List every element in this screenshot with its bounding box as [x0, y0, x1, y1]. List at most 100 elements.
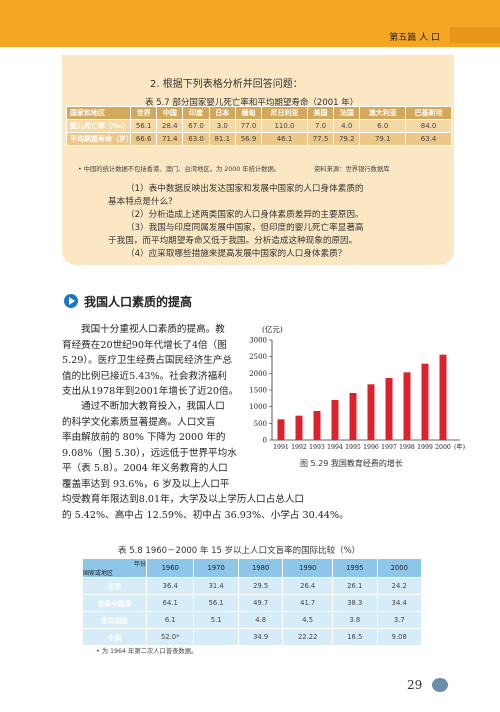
t1-cell: 4.0	[333, 119, 361, 133]
t1-cell: 63.0	[182, 132, 210, 146]
x-axis-label: (年)	[454, 443, 465, 451]
t1-cell: 81.1	[208, 132, 236, 146]
t1-cell: 3.0	[208, 119, 236, 133]
t2-cell	[193, 628, 239, 646]
t1-cell: 56.9	[234, 132, 263, 146]
t2-year-header: 1990	[282, 558, 334, 578]
table-5-8: 年份 国家或地区 1960 1970 1980 1990 1995 2000 世界 36.4 31.…	[82, 558, 422, 646]
p2-line-2: 率由解放前的 80% 下降为 2000 年的	[62, 432, 226, 443]
t1-header-cell: 印度	[182, 106, 210, 120]
t1-header-cell: 澳大利亚	[359, 106, 407, 120]
chapter-tab	[450, 27, 500, 43]
globe-icon	[432, 678, 448, 692]
question-2: （2）分析造成上述两类国家的人口身体素质差异的主要原因。	[126, 210, 364, 220]
t2-cell: 64.1	[145, 594, 195, 612]
t2-cell: 4.8	[237, 611, 284, 629]
t2-cell: 38.3	[332, 594, 378, 612]
t1-cell: 28.4	[156, 119, 184, 133]
table-5-7: 国家和地区 世界 中国 印度 日本 缅甸 尼日利亚 美国 法国 澳大利亚 巴基斯坦 婴儿死亡率（‰）…	[66, 106, 452, 146]
t1-cell: 77.5	[306, 132, 335, 146]
x-tick-label: 1995	[345, 444, 361, 451]
question-3b: 于我国，而平均期望寿命又低于我国。分析造成这种现象的原因。	[108, 236, 358, 246]
t2-cell: 16.5	[332, 628, 378, 646]
x-tick-label: 1994	[327, 444, 343, 451]
t1-cell: 46.1	[261, 132, 308, 146]
paragraph-3: 均受教育年限达到8.01年，大学及以上学历人口占总人口 的 5.42%、高中占 …	[62, 492, 452, 523]
question-3a: （3）我国与印度同属发展中国家，但印度的婴儿死亡率显著高	[126, 223, 364, 233]
t1-header-cell: 日本	[208, 106, 236, 120]
table-5-8-note: • 为 1964 年第二次人口普查数据。	[96, 648, 198, 655]
t1-cell: 77.0	[234, 119, 263, 133]
page-number: 29	[407, 678, 423, 692]
t1-row-label: 婴儿死亡率（‰）	[66, 119, 131, 133]
header-bar: 第五篇 人 口	[0, 0, 500, 47]
t2-row-label: 发展中国家	[82, 594, 147, 612]
y-tick-label: 2000	[249, 370, 267, 378]
t1-header-cell: 尼日利亚	[261, 106, 308, 120]
activity-question: 2. 根据下列表格分析并回答问题：	[150, 79, 303, 90]
t1-cell: 79.2	[333, 132, 361, 146]
p2-line-1: 的科学文化素质显著提高。人口文盲	[62, 416, 216, 428]
t2-cell: 41.7	[282, 594, 334, 612]
x-tick-label: 1993	[309, 444, 325, 451]
bar	[421, 363, 429, 440]
p2-line-4: 平（表 5.8）。2004 年义务教育的人口	[62, 463, 228, 474]
bar	[277, 419, 285, 440]
t2-corner-bottom: 国家或地区	[83, 570, 114, 577]
y-tick-label: 0	[263, 437, 267, 445]
t2-row-label: 中国	[82, 628, 147, 646]
t1-cell: 66.6	[129, 132, 158, 146]
t2-cell: 26.1	[332, 577, 378, 595]
t1-cell: 67.0	[182, 119, 210, 133]
x-tick-label: 1992	[291, 444, 307, 451]
x-tick-label: 1996	[363, 444, 379, 451]
bar	[313, 411, 321, 440]
t2-year-header: 1980	[237, 558, 284, 578]
p3-line-0: 均受教育年限达到8.01年，大学及以上学历人口占总人口	[62, 494, 305, 505]
y-tick-label: 500	[254, 420, 267, 428]
t2-cell: 3.7	[376, 611, 422, 629]
t1-cell: 63.4	[405, 132, 452, 146]
x-tick-label: 2000	[435, 444, 451, 451]
t2-year-header: 1995	[332, 558, 378, 578]
table-5-7-caption: 表 5.7 部分国家婴儿死亡率和平均期望寿命（2001 年）	[145, 98, 359, 108]
x-tick-label: 1999	[417, 444, 433, 451]
bar	[295, 415, 303, 440]
t1-header-cell: 巴基斯坦	[405, 106, 452, 120]
t2-cell: 6.1	[145, 611, 195, 629]
p3-line-1: 的 5.42%、高中占 12.59%、初中占 36.93%、小学占 30.44%…	[62, 509, 349, 521]
t2-row-label: 世界	[82, 577, 147, 595]
t2-cell: 4.5	[282, 611, 334, 629]
p2-line-5: 覆盖率达到 93.6%，6 岁及以上人口平	[62, 478, 230, 490]
t1-row-label: 平均期望寿命（岁）	[66, 132, 133, 146]
p2-line-3: 9.08%（图 5.30），远远低于世界平均水	[62, 447, 237, 459]
t1-header-cell: 美国	[306, 106, 335, 120]
t2-cell: 26.4	[282, 577, 334, 595]
question-1b: 基本特点是什么？	[108, 197, 177, 207]
p1-line-3: 值的比例已接近5.43%。社会救济福利	[62, 370, 227, 382]
x-tick-label: 1998	[399, 444, 415, 451]
question-4: （4）应采取哪些措施来提高发展中国家的人口身体素质？	[126, 249, 347, 259]
t2-cell: 22.22	[282, 628, 334, 646]
t2-row-label: 发达国家	[82, 611, 147, 629]
table-5-7-source: 资料来源：世界银行数据库	[314, 166, 390, 173]
bar	[403, 372, 411, 440]
t1-header-cell: 国家和地区	[66, 106, 131, 120]
chapter-title: 第五篇 人 口	[389, 33, 440, 43]
t1-header-cell: 中国	[156, 106, 184, 120]
bar	[349, 393, 357, 440]
x-tick-label: 1991	[273, 444, 289, 451]
t1-cell: 56.1	[129, 119, 158, 133]
question-1a: （1）表中数据反映出发达国家和发展中国家的人口身体素质的	[126, 184, 364, 194]
t1-cell: 79.1	[359, 132, 407, 146]
x-tick-label: 1997	[381, 444, 397, 451]
y-tick-label: 1000	[249, 403, 267, 411]
p1-line-2: 5.29）。医疗卫生经费占国民经济生产总	[62, 355, 233, 366]
t2-year-header: 1960	[145, 558, 195, 578]
t2-cell: 36.4	[145, 577, 195, 595]
t1-cell: 110.0	[261, 119, 308, 133]
t1-cell: 7.0	[306, 119, 335, 133]
paragraph-2: 通过不断加大教育投入，我国人口 的科学文化素质显著提高。人口文盲 率由解放前的 …	[62, 399, 267, 492]
t2-cell: 29.5	[237, 577, 284, 595]
bar	[331, 400, 339, 440]
